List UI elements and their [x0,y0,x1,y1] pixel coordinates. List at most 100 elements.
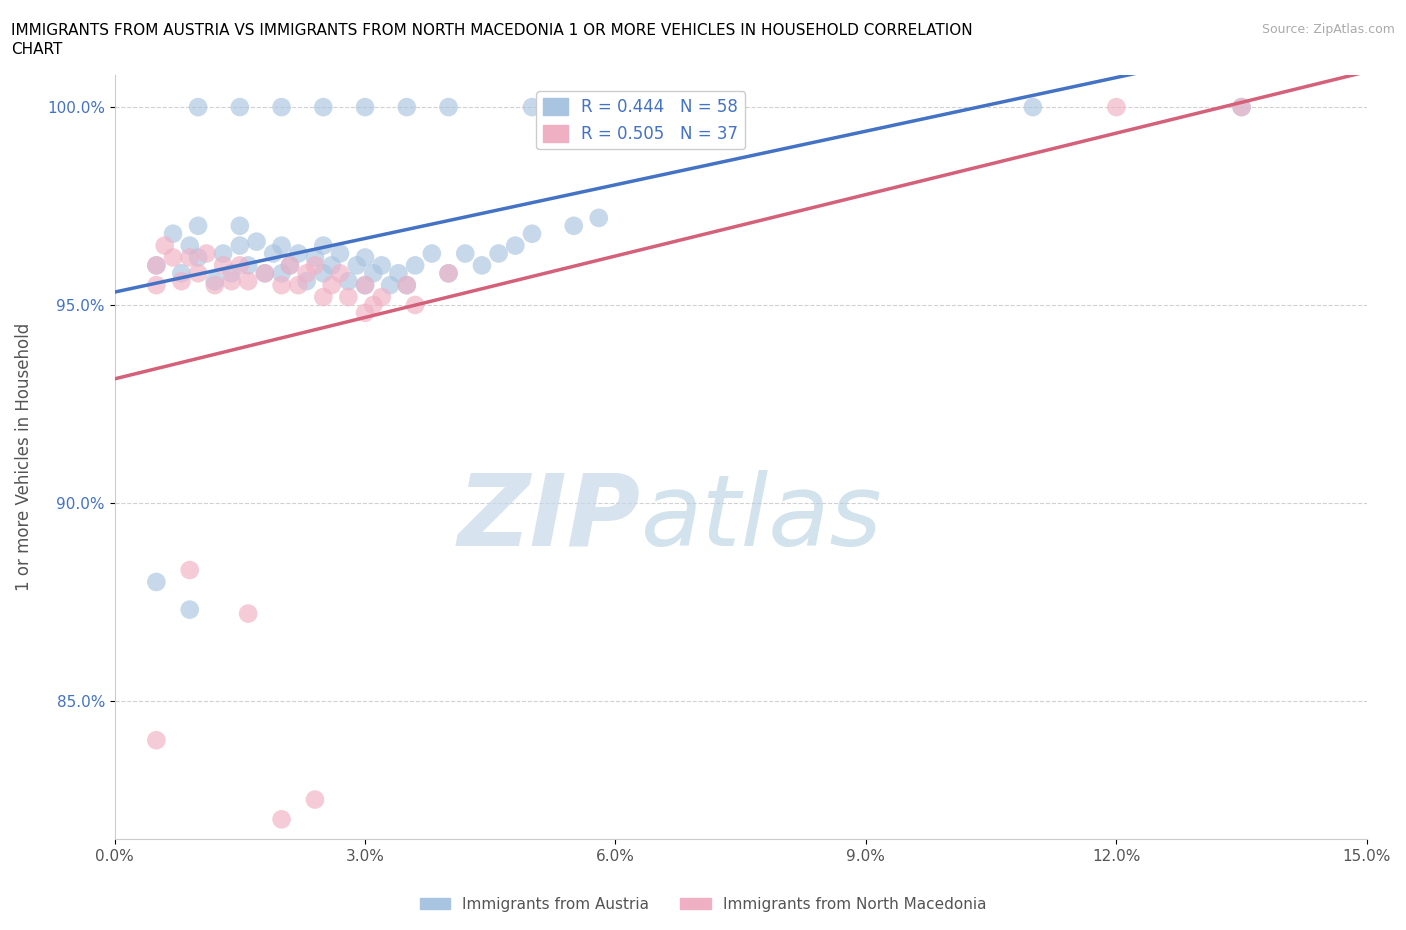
Point [354,278,377,293]
Point [145,278,167,293]
Text: ZIP: ZIP [457,470,641,567]
Point [179,603,201,618]
Point [645,100,668,114]
Point [145,258,167,272]
Point [170,273,193,288]
Point [270,100,292,114]
Point [170,266,193,281]
Point [212,258,235,272]
Point [363,266,385,281]
Legend: Immigrants from Austria, Immigrants from North Macedonia: Immigrants from Austria, Immigrants from… [413,891,993,918]
Point [153,238,176,253]
Point [270,266,292,281]
Point [437,266,460,281]
Point [420,246,443,261]
Point [287,246,309,261]
Point [278,258,301,272]
Point [187,100,209,114]
Point [304,250,326,265]
Point [162,226,184,241]
Point [312,266,335,281]
Text: atlas: atlas [641,470,882,567]
Point [187,250,209,265]
Point [395,100,418,114]
Point [229,219,252,233]
Point [404,298,426,312]
Point [229,258,252,272]
Point [187,266,209,281]
Point [562,100,585,114]
Text: IMMIGRANTS FROM AUSTRIA VS IMMIGRANTS FROM NORTH MACEDONIA 1 OR MORE VEHICLES IN: IMMIGRANTS FROM AUSTRIA VS IMMIGRANTS FR… [11,23,973,38]
Point [1230,100,1253,114]
Point [371,289,394,304]
Point [488,246,510,261]
Point [395,278,418,293]
Point [221,266,243,281]
Point [212,246,235,261]
Point [253,266,276,281]
Point [238,273,260,288]
Point [179,250,201,265]
Point [204,278,226,293]
Point [295,266,318,281]
Text: CHART: CHART [11,42,63,57]
Point [354,278,377,293]
Point [1105,100,1128,114]
Point [329,266,352,281]
Point [312,100,335,114]
Text: Source: ZipAtlas.com: Source: ZipAtlas.com [1261,23,1395,36]
Point [387,266,409,281]
Point [354,305,377,320]
Point [454,246,477,261]
Point [270,278,292,293]
Point [437,100,460,114]
Point [145,575,167,590]
Point [471,258,494,272]
Point [520,226,543,241]
Point [195,246,218,261]
Point [1022,100,1045,114]
Point [312,289,335,304]
Point [204,273,226,288]
Point [505,238,527,253]
Point [229,100,252,114]
Point [262,246,284,261]
Point [395,278,418,293]
Point [287,278,309,293]
Point [588,210,610,225]
Point [321,258,343,272]
Point [229,238,252,253]
Point [337,289,360,304]
Point [295,273,318,288]
Point [371,258,394,272]
Point [145,733,167,748]
Point [520,100,543,114]
Point [312,238,335,253]
Point [221,273,243,288]
Point [162,250,184,265]
Point [378,278,401,293]
Point [404,258,426,272]
Point [270,238,292,253]
Point [321,278,343,293]
Point [304,258,326,272]
Point [145,258,167,272]
Point [346,258,368,272]
Point [245,234,267,249]
Point [437,266,460,281]
Point [278,258,301,272]
Point [187,219,209,233]
Point [238,258,260,272]
Point [354,250,377,265]
Point [605,100,627,114]
Point [179,563,201,578]
Point [337,273,360,288]
Point [238,606,260,621]
Point [270,812,292,827]
Point [562,219,585,233]
Point [363,298,385,312]
Point [1230,100,1253,114]
Point [354,100,377,114]
Point [304,792,326,807]
Y-axis label: 1 or more Vehicles in Household: 1 or more Vehicles in Household [15,323,32,591]
